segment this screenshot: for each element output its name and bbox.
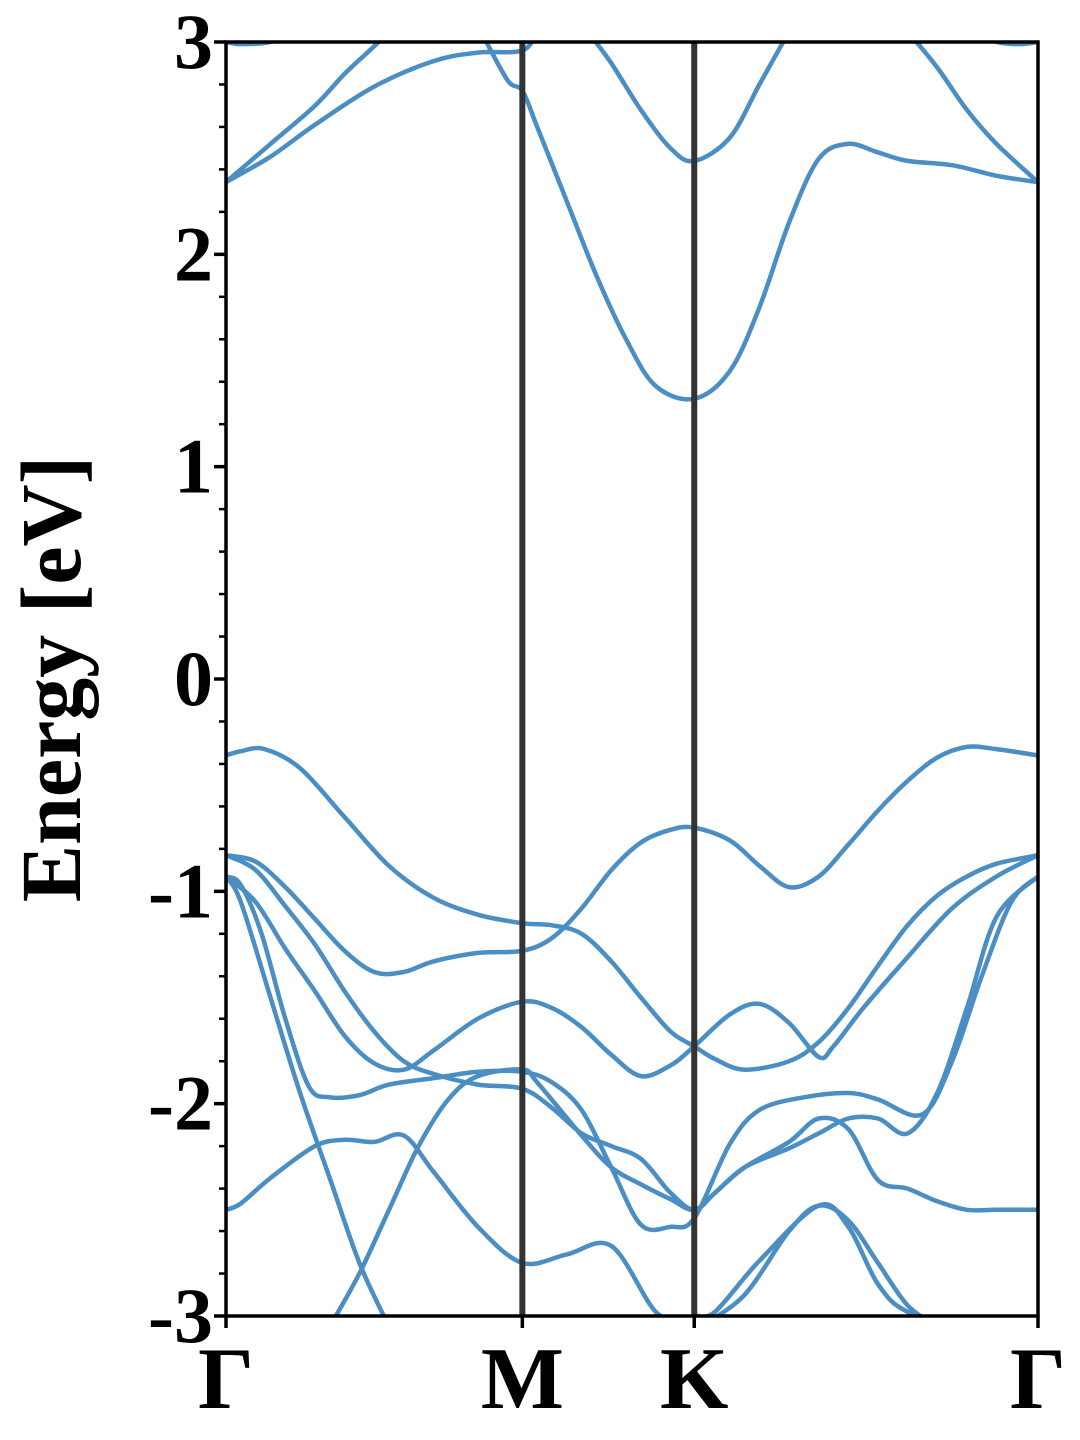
band-line-7 <box>333 1067 1038 1316</box>
kpoint-dividers <box>519 42 698 1316</box>
band-line-8 <box>226 874 387 1316</box>
y-tick-label: 3 <box>174 0 213 85</box>
bands-layer <box>226 42 1038 1316</box>
kpoint-label: Γ <box>198 1331 254 1428</box>
y-tick-label: -1 <box>148 847 213 934</box>
y-axis-label: Energy [eV] <box>3 456 99 903</box>
band-line-10 <box>226 42 382 185</box>
band-line-11 <box>226 42 535 185</box>
band-line-12 <box>483 42 1038 402</box>
y-tick-label: -3 <box>148 1272 213 1359</box>
y-tick-label: 0 <box>174 635 213 722</box>
kpoint-label: M <box>481 1331 564 1428</box>
kpoint-label: Γ <box>1010 1331 1066 1428</box>
band-line-2 <box>226 744 1038 977</box>
y-tick-label: -2 <box>148 1060 213 1147</box>
y-tick-label: 2 <box>174 210 213 297</box>
y-tick-label: 1 <box>174 423 213 510</box>
band-line-5 <box>226 874 1038 1233</box>
kpoint-label: K <box>660 1331 728 1428</box>
band-line-3 <box>226 852 1038 1213</box>
band-line-14 <box>913 42 1038 185</box>
band-line-9 <box>713 1203 925 1316</box>
band-line-4 <box>226 852 1038 1079</box>
band-line-13 <box>592 42 786 164</box>
band-line-1 <box>226 745 1038 1072</box>
y-ticks: -3 -2 -1 0 1 2 3 <box>148 0 226 1359</box>
